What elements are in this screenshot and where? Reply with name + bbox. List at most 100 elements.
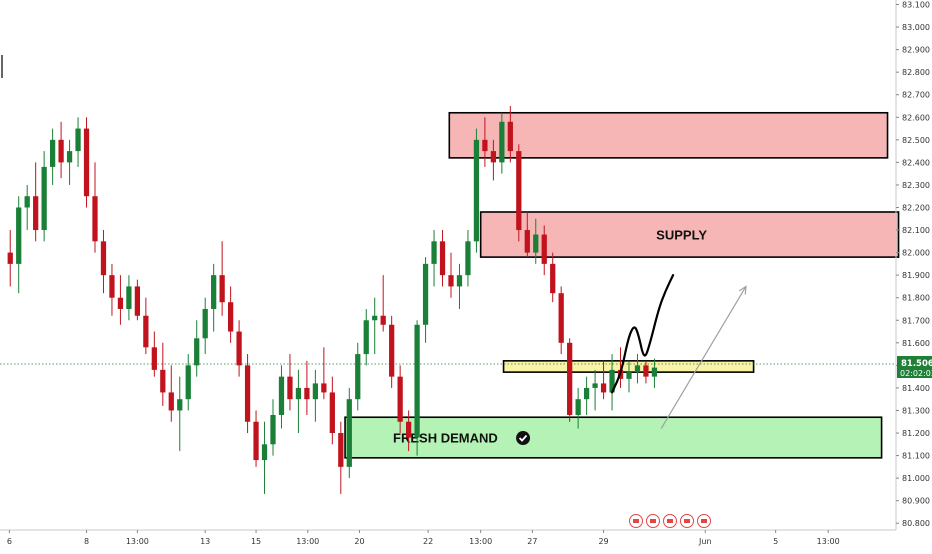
- candle-body: [295, 387, 302, 400]
- y-tick-label: 81.000: [902, 474, 930, 483]
- projection-arrow-head: [738, 285, 747, 295]
- candle-body: [253, 421, 259, 461]
- candle-body: [448, 275, 454, 287]
- x-tick-label: 13:00: [126, 537, 149, 546]
- y-tick-label: 80.800: [902, 519, 930, 528]
- candle-body: [126, 286, 132, 309]
- candle-body: [75, 128, 81, 152]
- y-tick-label: 81.200: [902, 429, 930, 438]
- candle-body: [592, 383, 598, 388]
- drawn-projection-path: [610, 274, 675, 394]
- y-tick-label: 83.000: [902, 23, 930, 32]
- candle-body: [643, 365, 649, 377]
- zone-supply: [479, 211, 900, 258]
- x-tick-label: 8: [84, 537, 89, 546]
- candle-body: [244, 365, 251, 422]
- current-price-value: 81.506: [901, 359, 932, 369]
- candle-body: [397, 376, 403, 422]
- candle-body: [100, 241, 107, 276]
- y-tick-label: 82.500: [902, 136, 930, 145]
- candle-body: [363, 320, 369, 355]
- flag-mark-icon: [667, 519, 673, 523]
- x-tick-label: 20: [354, 537, 364, 546]
- candle-body: [143, 315, 149, 348]
- candle-body: [227, 302, 234, 332]
- x-tick-label: 13: [200, 537, 210, 546]
- candle-body: [7, 252, 13, 264]
- flag-mark-icon: [684, 519, 690, 523]
- flag-mark-icon: [701, 519, 707, 523]
- candle-body: [558, 293, 564, 343]
- candle-body: [287, 376, 293, 400]
- y-tick-label: 82.100: [902, 226, 930, 235]
- y-tick-label: 82.000: [902, 249, 930, 258]
- check-mark-icon: [518, 434, 528, 442]
- x-tick-label: 29: [598, 537, 608, 546]
- candle-body: [41, 166, 47, 231]
- candle-body: [49, 139, 56, 167]
- y-tick-label: 82.900: [902, 46, 930, 55]
- x-tick-label: 6: [7, 537, 12, 546]
- candle-body: [92, 196, 98, 242]
- candle-body: [177, 399, 183, 411]
- current-price-badge: [897, 356, 932, 379]
- candle-body: [219, 275, 225, 303]
- candle-body: [304, 387, 310, 400]
- candle-body: [575, 399, 581, 415]
- zone-fresh-demand: [344, 416, 883, 459]
- candle-body: [58, 139, 64, 163]
- candle-body: [490, 151, 497, 163]
- candle-body: [567, 342, 573, 415]
- candle-body: [372, 315, 378, 321]
- candle-body: [405, 421, 412, 438]
- y-tick-label: 80.900: [902, 497, 930, 506]
- y-tick-label: 82.600: [902, 113, 930, 122]
- y-tick-label: 81.700: [902, 316, 930, 325]
- candle-body: [524, 230, 530, 253]
- y-tick-label: 82.300: [902, 181, 930, 190]
- candle-body: [160, 369, 166, 393]
- candle-body: [261, 444, 268, 461]
- candle-body: [541, 234, 547, 264]
- x-tick-label: 15: [251, 537, 261, 546]
- candle-body: [516, 151, 522, 231]
- candle-body: [202, 308, 208, 339]
- candle-body: [151, 347, 157, 370]
- candle-body: [321, 383, 327, 393]
- candle-body: [456, 275, 463, 287]
- candle-body: [194, 338, 200, 366]
- candle-body: [168, 392, 174, 411]
- candle-body: [507, 121, 513, 152]
- candle-body: [389, 324, 395, 377]
- x-tick-label: Jun: [698, 537, 712, 546]
- candle-body: [134, 286, 141, 316]
- candle-body: [414, 324, 420, 438]
- zone-label-supply: SUPPLY: [656, 228, 707, 243]
- y-tick-label: 83.100: [902, 1, 930, 10]
- y-tick-label: 81.300: [902, 406, 930, 415]
- current-price-countdown: 02:02:03: [900, 369, 932, 378]
- y-tick-label: 82.200: [902, 203, 930, 212]
- candle-body: [236, 331, 242, 366]
- candle-body: [16, 207, 22, 264]
- x-tick-label: 5: [773, 537, 778, 546]
- y-tick-label: 82.400: [902, 158, 930, 167]
- y-tick-label: 81.100: [902, 452, 930, 461]
- candle-body: [83, 128, 90, 197]
- flag-mark-icon: [633, 519, 639, 523]
- candle-body: [634, 365, 641, 373]
- flag-mark-icon: [650, 519, 656, 523]
- candle-body: [380, 315, 386, 325]
- candle-body: [499, 121, 505, 163]
- x-tick-label: 27: [527, 537, 537, 546]
- candle-body: [626, 372, 632, 379]
- candle-body: [338, 433, 344, 467]
- candle-body: [346, 399, 352, 467]
- candle-body: [609, 369, 615, 393]
- candle-body: [439, 241, 446, 276]
- candle-body: [651, 367, 658, 377]
- x-tick-label: 13:00: [296, 537, 319, 546]
- y-tick-label: 81.400: [902, 384, 930, 393]
